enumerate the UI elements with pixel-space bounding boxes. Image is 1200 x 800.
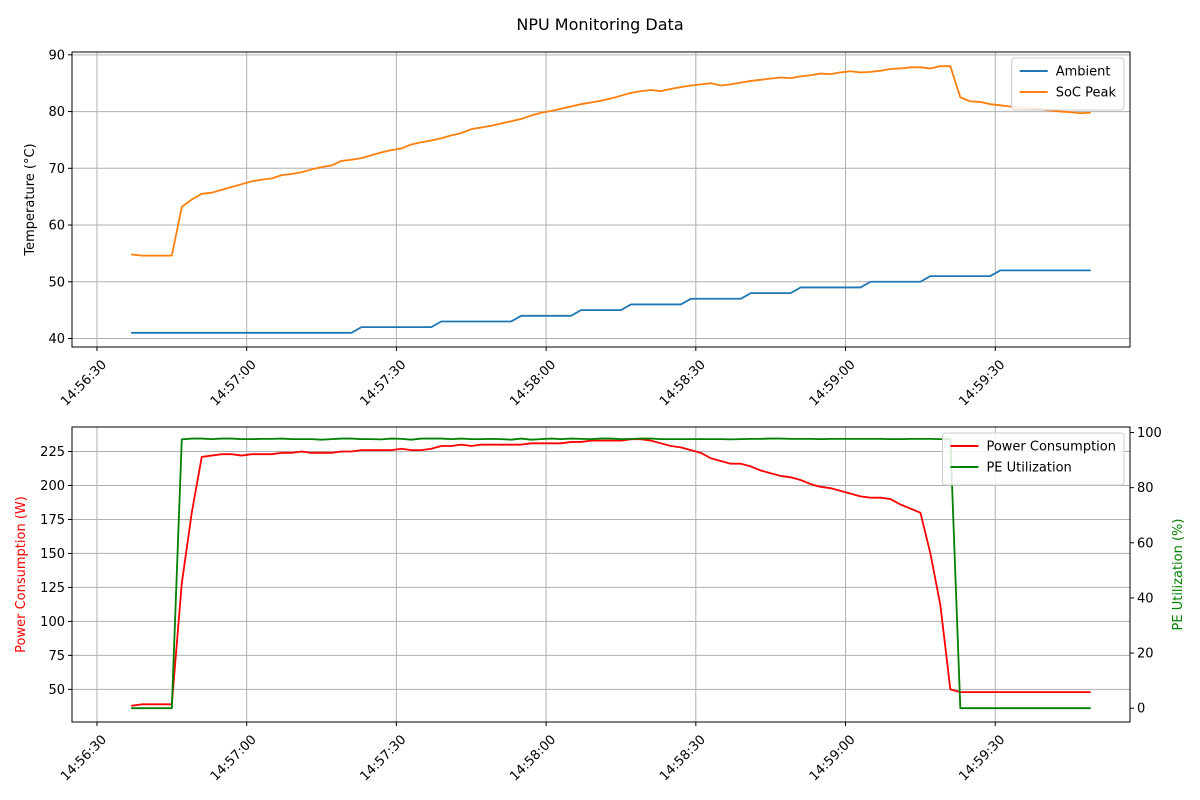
right-y-tick-label: 60 <box>1137 536 1154 551</box>
x-tick-label: 14:58:30 <box>657 357 709 409</box>
temperature-gridlines <box>72 52 1130 347</box>
temperature-y-ticks: 40 50 60 70 80 90 <box>48 48 72 347</box>
power-utilization-chart: 14:56:30 14:57:00 14:57:30 14:58:00 14:58:30… <box>14 426 1186 784</box>
x-tick-label: 14:57:00 <box>208 732 260 784</box>
y-tick-label: 175 <box>40 513 65 528</box>
temperature-plot-frame <box>71 51 1131 348</box>
x-tick-label: 14:59:30 <box>956 732 1008 784</box>
y-tick-label: 40 <box>48 332 65 347</box>
y-tick-label: 70 <box>48 162 65 177</box>
figure-title: NPU Monitoring Data <box>516 15 683 34</box>
right-y-tick-label: 80 <box>1137 481 1154 496</box>
power-x-ticks: 14:56:30 14:57:00 14:57:30 14:58:00 14:58:30… <box>58 722 1008 784</box>
power-plot-frame <box>71 426 1131 723</box>
y-tick-label: 80 <box>48 105 65 120</box>
series-line-soc-peak <box>130 65 1091 257</box>
y-tick-label: 200 <box>40 479 65 494</box>
power-utilization-series <box>130 437 1091 710</box>
utilization-y-ticks-right: 0 20 40 60 80 100 <box>1130 426 1162 717</box>
series-line-ambient <box>130 269 1091 334</box>
power-y-ticks-left: 50 75 100 125 150 175 200 225 <box>40 445 72 698</box>
x-tick-label: 14:58:00 <box>507 732 559 784</box>
y-tick-label: 50 <box>48 275 65 290</box>
right-y-tick-label: 0 <box>1137 702 1145 717</box>
right-y-tick-label: 40 <box>1137 591 1154 606</box>
x-tick-label: 14:56:30 <box>58 357 110 409</box>
power-y-axis-label: Power Consumption (W) <box>14 496 29 653</box>
y-tick-label: 100 <box>40 615 65 630</box>
legend-label-power-consumption: Power Consumption <box>986 440 1116 455</box>
legend-label-pe-utilization: PE Utilization <box>986 461 1071 476</box>
x-tick-label: 14:58:30 <box>657 732 709 784</box>
y-tick-label: 75 <box>48 649 65 664</box>
series-line-power-consumption <box>130 438 1091 707</box>
y-tick-label: 150 <box>40 547 65 562</box>
temperature-series <box>130 65 1091 334</box>
temperature-chart: 14:56:30 14:57:00 14:57:30 14:58:00 14:58:30… <box>23 48 1131 409</box>
temperature-y-axis-label: Temperature (°C) <box>23 143 38 256</box>
x-tick-label: 14:56:30 <box>58 732 110 784</box>
x-tick-label: 14:59:30 <box>956 357 1008 409</box>
legend-box <box>941 432 1125 486</box>
temperature-legend: Ambient SoC Peak <box>1011 57 1125 111</box>
y-tick-label: 50 <box>48 683 65 698</box>
y-tick-label: 125 <box>40 581 65 596</box>
x-tick-label: 14:59:00 <box>807 357 859 409</box>
right-y-tick-label: 20 <box>1137 647 1154 662</box>
y-tick-label: 90 <box>48 48 65 63</box>
x-tick-label: 14:59:00 <box>807 732 859 784</box>
y-tick-label: 60 <box>48 219 65 234</box>
power-legend: Power Consumption PE Utilization <box>941 432 1125 486</box>
utilization-y-axis-label: PE Utilization (%) <box>1171 519 1186 631</box>
x-tick-label: 14:57:30 <box>358 357 410 409</box>
x-tick-label: 14:57:00 <box>208 357 260 409</box>
right-y-tick-label: 100 <box>1137 426 1162 441</box>
series-line-pe-utilization <box>130 437 1091 710</box>
legend-label-ambient: Ambient <box>1056 65 1111 80</box>
legend-label-soc-peak: SoC Peak <box>1056 86 1117 101</box>
temperature-x-ticks: 14:56:30 14:57:00 14:57:30 14:58:00 14:58:30… <box>58 347 1008 409</box>
x-tick-label: 14:58:00 <box>507 357 559 409</box>
x-tick-label: 14:57:30 <box>358 732 410 784</box>
y-tick-label: 225 <box>40 445 65 460</box>
